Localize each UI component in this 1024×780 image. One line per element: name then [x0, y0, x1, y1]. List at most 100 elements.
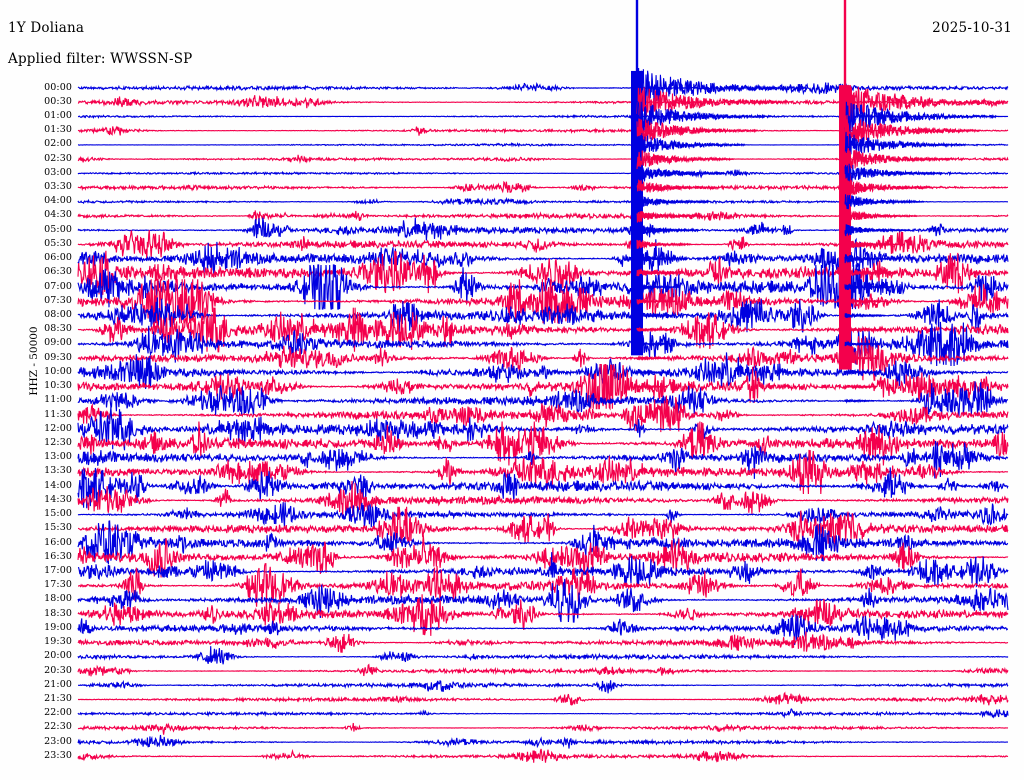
time-tick-label: 00:30 [44, 95, 72, 107]
time-tick-label: 16:30 [44, 550, 72, 562]
time-tick-label: 02:00 [44, 138, 72, 150]
time-tick-label: 18:30 [44, 607, 72, 619]
trace-line [78, 563, 1009, 607]
trace-line [636, 312, 675, 319]
time-tick-label: 09:30 [44, 351, 72, 363]
time-tick-label: 23:30 [44, 749, 72, 761]
trace-line [844, 224, 911, 237]
trace-line [844, 340, 881, 348]
trace-line [844, 354, 879, 361]
trace-line [636, 383, 667, 390]
time-tick-label: 19:00 [44, 621, 72, 633]
time-tick-label: 08:00 [44, 309, 72, 321]
trace-line [77, 631, 1009, 653]
trace-line [844, 297, 889, 305]
trace-line [78, 506, 1009, 551]
trace-line [844, 194, 925, 210]
time-tick-label: 10:30 [44, 380, 72, 392]
trace-line [844, 163, 943, 183]
trace-line [77, 578, 1009, 623]
time-tick-label: 04:00 [44, 195, 72, 207]
time-tick-label: 04:30 [44, 209, 72, 221]
trace-line [844, 101, 997, 135]
time-tick-label: 14:30 [44, 493, 72, 505]
trace-line [636, 340, 671, 347]
trace-line [77, 594, 1009, 636]
trace-line [636, 164, 725, 183]
time-tick-label: 03:00 [44, 166, 72, 178]
time-tick-label: 22:30 [44, 721, 72, 733]
time-tick-label: 12:30 [44, 437, 72, 448]
time-tick-label: 22:00 [44, 707, 72, 719]
time-tick-label: 23:00 [44, 735, 72, 747]
time-tick-label: 03:30 [44, 181, 72, 193]
trace-line [636, 282, 681, 291]
trace-line [636, 101, 773, 131]
time-tick-label: 12:00 [44, 422, 72, 434]
trace-line [636, 211, 703, 223]
trace-line [77, 691, 1009, 707]
trace-line [844, 239, 905, 250]
time-tick-label: 19:30 [44, 636, 72, 648]
time-tick-label: 15:00 [44, 508, 72, 520]
trace-line [636, 298, 678, 305]
time-tick-label: 21:00 [44, 678, 72, 690]
trace-line [844, 177, 933, 196]
trace-line [844, 383, 876, 390]
time-tick-label: 11:30 [44, 408, 72, 420]
applied-filter-label: Applied filter: WWSSN-SP [8, 51, 193, 67]
trace-line [844, 209, 918, 223]
trace-line [844, 115, 981, 143]
trace-line [844, 398, 875, 404]
time-tick-label: 15:30 [44, 522, 72, 534]
time-tick-label: 00:00 [44, 81, 72, 93]
time-tick-label: 20:00 [44, 650, 72, 662]
trace-line [636, 194, 709, 209]
trace-line [636, 67, 808, 107]
trace-line [844, 369, 878, 376]
trace-line [636, 118, 758, 143]
trace-line [844, 268, 896, 279]
time-tick-label: 07:30 [44, 294, 72, 306]
trace-line [77, 520, 1009, 565]
time-tick-label: 10:00 [44, 365, 72, 377]
time-tick-label: 20:30 [44, 664, 72, 676]
time-tick-label: 01:00 [44, 109, 72, 121]
trace-line [77, 467, 1009, 509]
trace-line [636, 326, 673, 333]
trace-line [77, 82, 1009, 96]
trace-line [636, 135, 746, 155]
plot-date: 2025-10-31 [932, 20, 1012, 36]
time-tick-label: 06:30 [44, 266, 72, 278]
trace-line [844, 147, 954, 170]
trace-line [77, 708, 1009, 719]
trace-line [77, 502, 1009, 528]
trace-line [77, 421, 1009, 466]
trace-line [636, 254, 688, 263]
trace-line [636, 150, 735, 170]
trace-line [77, 352, 1009, 390]
time-tick-label: 13:30 [44, 465, 72, 477]
time-tick-label: 14:00 [44, 479, 72, 491]
time-tick-label: 09:00 [44, 337, 72, 349]
trace-line [77, 440, 1009, 479]
trace-line [77, 449, 1009, 495]
time-tick-label: 07:00 [44, 280, 72, 292]
time-tick-label: 06:00 [44, 252, 72, 264]
trace-line [77, 278, 1009, 324]
time-tick-label: 13:00 [44, 451, 72, 463]
time-tick-label: 17:00 [44, 564, 72, 576]
trace-line [77, 614, 1008, 646]
trace-line [636, 87, 789, 118]
trace-line [636, 224, 698, 237]
time-tick-label: 11:00 [44, 394, 72, 406]
time-tick-label: 01:30 [44, 124, 72, 136]
trace-line [844, 312, 886, 319]
trace-line [77, 395, 1009, 433]
time-tick-label: 21:30 [44, 692, 72, 704]
time-tick-label: 05:00 [44, 223, 72, 235]
trace-line [77, 663, 1009, 677]
